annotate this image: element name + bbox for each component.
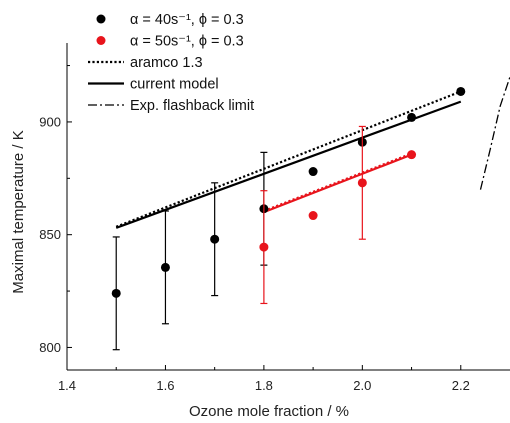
solid-line: [263, 153, 412, 214]
legend-label: α = 50s⁻¹, ϕ = 0.3: [130, 34, 244, 50]
x-tick-label: 1.8: [255, 378, 273, 393]
dotted-line: [115, 90, 462, 228]
y-axis-label: Maximal temperature / K: [10, 130, 27, 293]
legend-label: α = 40s⁻¹, ϕ = 0.3: [130, 12, 244, 28]
y-tick-label: 800: [39, 340, 61, 355]
x-tick-label: 2.0: [353, 378, 371, 393]
plot-frame: [66, 43, 510, 371]
legend-point-marker: [96, 36, 106, 45]
data-point: [160, 262, 170, 272]
data-point: [357, 178, 367, 188]
data-point: [308, 167, 318, 177]
data-point: [210, 234, 220, 244]
data-point: [456, 86, 466, 96]
legend-label: aramco 1.3: [130, 55, 203, 71]
data-point: [308, 211, 318, 221]
y-tick-label: 900: [39, 114, 61, 129]
legend: α = 40s⁻¹, ϕ = 0.3 α = 50s⁻¹, ϕ = 0.3 aram…: [88, 12, 254, 114]
series-layer: [111, 76, 510, 351]
data-point: [407, 112, 417, 122]
data-point: [111, 288, 121, 298]
legend-label: current model: [130, 77, 219, 93]
data-point: [259, 242, 269, 252]
legend-point-marker: [96, 14, 106, 24]
solid-line: [115, 100, 462, 229]
y-tick-label: 850: [39, 227, 61, 242]
axis-ticks: 1.4 1.6 1.8 2.0 2.2 800 850 900: [39, 65, 470, 393]
legend-label: Exp. flashback limit: [130, 98, 254, 114]
x-tick-label: 1.6: [156, 378, 174, 393]
x-axis-label: Ozone mole fraction / %: [189, 403, 349, 420]
x-tick-label: 1.4: [58, 378, 76, 393]
x-tick-label: 2.2: [452, 378, 470, 393]
dashdot-line: [479, 76, 510, 190]
data-point: [407, 150, 417, 160]
